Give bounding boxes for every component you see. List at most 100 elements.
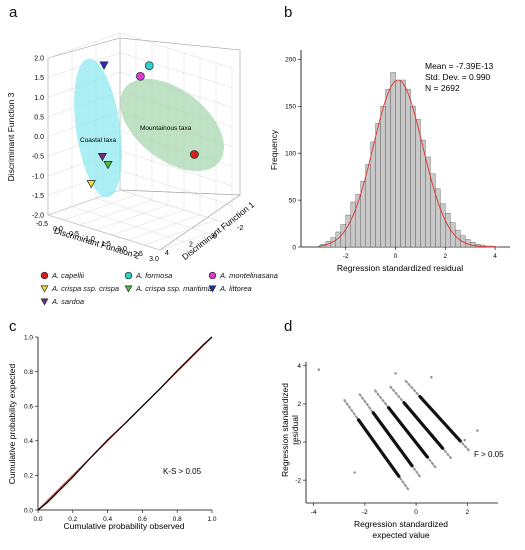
x-axis-label: Regression standardized expected value (354, 519, 448, 540)
function3-tick-labels: -2.0 -1.5 -1.0 -0.5 0.0 0.5 1.0 1.5 2.0 (32, 56, 44, 220)
function1-tick-label: -2 (237, 225, 243, 232)
y-axis-label-line: Regression standardized (280, 383, 290, 477)
x-tick-label: 2 (465, 509, 469, 516)
legend-item: A. crispa ssp. maritima (124, 284, 212, 293)
panel-letter-c: c (9, 318, 17, 335)
legend-label: A. montelinasana (220, 271, 278, 280)
legend-item: A. formosa (124, 271, 172, 280)
legend-marker (124, 285, 133, 293)
function2-tick-label: 2.5 (133, 251, 143, 258)
outlier-point (463, 438, 466, 442)
point-a-montelinasana (136, 71, 145, 81)
function1-tick-label: 2 (189, 242, 193, 249)
band-dense (387, 406, 429, 459)
histogram-bar (380, 106, 386, 248)
circle-marker-icon (40, 271, 49, 280)
y-tick-label: 150 (285, 104, 296, 111)
function3-tick-label: 1.0 (34, 95, 44, 102)
band-dense (356, 418, 401, 478)
point-a-crispa-ssp-maritima (103, 161, 113, 170)
histogram-bar (395, 81, 401, 248)
y-axis-label: Frequency (269, 129, 279, 170)
function3-tick-label: 1.5 (34, 75, 44, 82)
legend-label: A. littorea (220, 284, 252, 293)
outlier-point (430, 376, 433, 379)
y-tick-label: 0.8 (24, 369, 33, 376)
panel-letter-b: b (284, 4, 293, 21)
histogram-bar (420, 139, 426, 248)
band-dense (371, 411, 414, 468)
legend-label: A. crispa ssp. crispa (52, 284, 120, 293)
histogram-bar (350, 201, 356, 248)
y-tick-labels: 0.0 0.2 0.4 0.6 0.8 1.0 (24, 334, 38, 514)
y-tick-label: 1.0 (24, 334, 33, 341)
band-dense (418, 394, 462, 443)
y-axis-label-line: residual (290, 415, 300, 445)
panel-letter-d: d (284, 318, 293, 335)
grid-line (119, 33, 233, 226)
point-a-formosa (144, 61, 154, 71)
function1-tick-label: 4 (165, 250, 169, 257)
x-tick-label: 2 (443, 253, 447, 260)
ks-annotation: K-S > 0.05 (163, 467, 202, 476)
triangle-marker-icon (208, 285, 217, 293)
legend-marker (124, 271, 133, 280)
x-tick-label: 4 (493, 253, 497, 260)
y-tick-label: 0.6 (24, 404, 33, 411)
panel-a-3d-scatter: Coastal taxa Mountainous taxa -2.0 -1.5 -1… (6, 32, 256, 263)
y-axis-label: Cumulative probability expected (7, 363, 17, 484)
annotation-mean: Mean = -7.39E-13 (425, 61, 494, 71)
panel-d-residual-scatter: -2 0 2 4 -4 -2 0 2 F > 0.05 Regression standar… (280, 362, 504, 540)
x-tick-label: 0.4 (103, 516, 112, 523)
grid-line (71, 49, 185, 242)
point-a-littorea (99, 61, 109, 70)
histogram-bar (425, 156, 431, 248)
histogram-bar (415, 119, 421, 248)
annotation-n: N = 2692 (425, 83, 460, 93)
function2-tick-label: 3.0 (149, 256, 159, 263)
data-points (86, 61, 199, 189)
outlier-point (317, 368, 320, 371)
x-tick-label: -2 (362, 509, 368, 516)
normal-curve (318, 79, 498, 248)
circle-marker-icon (208, 271, 217, 280)
legend-item: A. sardoa (40, 297, 84, 306)
triangle-marker-icon (40, 298, 49, 306)
function2-tick-label: 1.0 (85, 236, 95, 243)
histogram-bar (385, 89, 391, 248)
function3-tick-label: 0.5 (34, 114, 44, 121)
legend-label: A. crispa ssp. maritima (136, 284, 212, 293)
circle-marker-icon (124, 271, 133, 280)
point-a-sardoa (97, 152, 107, 162)
outlier-point (476, 429, 479, 432)
histogram-bar (365, 164, 371, 248)
coastal-taxa-label: Coastal taxa (80, 137, 117, 144)
legend-item: A. crispa ssp. crispa (40, 284, 119, 293)
x-tick-label: -4 (311, 509, 317, 516)
y-tick-labels: -2 0 2 4 (295, 363, 306, 484)
x-axis-label: Regression standardized residual (337, 263, 463, 273)
triangle-marker-icon (124, 285, 133, 293)
histogram-bar (390, 72, 396, 248)
x-tick-labels: -2 0 2 4 (343, 247, 497, 260)
legend-item: A. montelinasana (208, 271, 278, 280)
y-tick-label: 100 (285, 150, 296, 157)
histogram-bar (375, 122, 381, 248)
x-tick-label: 0 (394, 253, 398, 260)
observed-series-line (37, 336, 213, 511)
band-dense (402, 401, 445, 450)
grid-line (47, 58, 161, 251)
function2-tick-label: 0.0 (53, 226, 63, 233)
x-tick-label: 0.0 (33, 516, 42, 523)
mountainous-taxa-label: Mountainous taxa (140, 125, 192, 132)
legend-marker (208, 271, 217, 280)
x-tick-label: -2 (343, 253, 349, 260)
histogram-bar (445, 213, 451, 248)
legend-marker (208, 285, 217, 293)
x-tick-label: 0.8 (173, 516, 182, 523)
legend-label: A. formosa (136, 271, 173, 280)
legend-marker (40, 285, 49, 293)
legend-marker (40, 271, 49, 280)
x-axis-label-line: expected value (372, 530, 429, 540)
